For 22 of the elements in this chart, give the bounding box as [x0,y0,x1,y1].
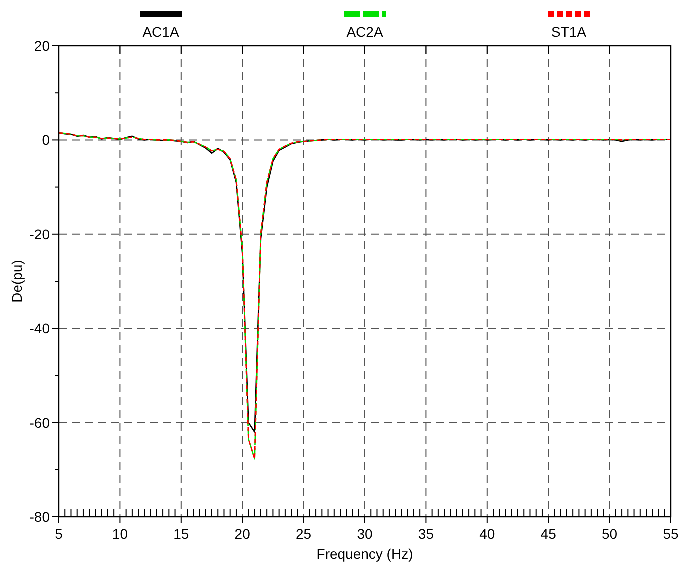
x-tick-label: 10 [112,526,128,542]
legend-label: AC2A [346,24,384,40]
y-tick-label: 0 [42,132,50,148]
x-tick-label: 55 [663,526,679,542]
y-tick-label: -80 [30,509,50,525]
x-tick-label: 20 [234,526,251,542]
x-tick-label: 30 [357,526,373,542]
y-tick-label: 20 [34,38,50,54]
x-tick-label: 50 [602,526,618,542]
x-tick-label: 45 [540,526,557,542]
y-tick-label: -20 [30,226,50,242]
legend-label: ST1A [551,24,588,40]
x-tick-label: 40 [480,526,496,542]
x-axis-title: Frequency (Hz) [316,546,414,562]
x-tick-label: 25 [296,526,312,542]
y-axis-title: De(pu) [9,260,25,303]
y-tick-label: -40 [30,320,50,337]
x-tick-label: 35 [418,526,434,542]
legend-label: AC1A [142,24,180,40]
x-tick-label: 15 [174,526,190,542]
x-tick-label: 5 [55,526,64,542]
y-tick-label: -60 [30,414,50,431]
